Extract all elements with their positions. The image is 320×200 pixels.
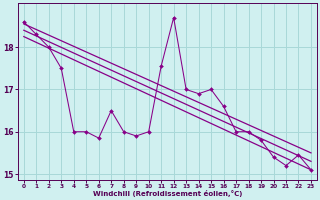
X-axis label: Windchill (Refroidissement éolien,°C): Windchill (Refroidissement éolien,°C)	[93, 190, 242, 197]
